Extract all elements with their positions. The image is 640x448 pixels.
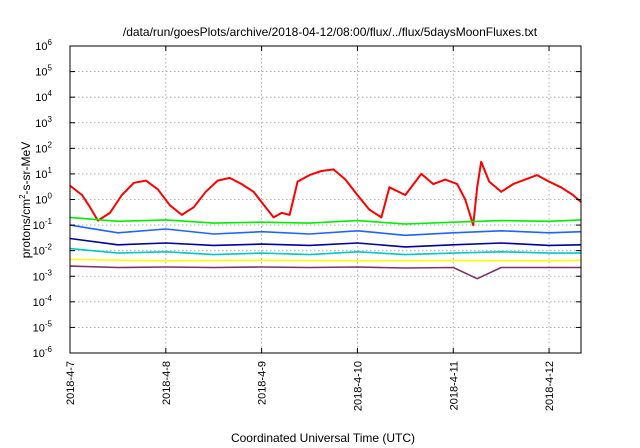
series-line-1 bbox=[69, 160, 582, 227]
series-layer bbox=[69, 160, 582, 280]
grid-layer bbox=[70, 46, 581, 353]
y-tick-label: 10-5 bbox=[33, 319, 53, 334]
series-line-5 bbox=[69, 247, 581, 256]
series-line-7 bbox=[69, 265, 581, 280]
x-tick-label: 2018-4-8 bbox=[161, 361, 173, 405]
y-tick-label: 10-2 bbox=[33, 243, 53, 258]
y-tick-label: 10-3 bbox=[33, 268, 53, 283]
x-tick-label: 2018-4-11 bbox=[448, 361, 460, 410]
series-line-4 bbox=[69, 237, 582, 248]
y-axis-label: protons/cm2-s-sr-MeV bbox=[18, 142, 33, 258]
x-axis-label: Coordinated Universal Time (UTC) bbox=[231, 431, 415, 445]
y-axis-ticks: 10-6 10-5 10-4 10-3 10-2 10-1 100 101 102 103 104 1… bbox=[33, 38, 581, 360]
y-tick-label: 102 bbox=[35, 140, 52, 155]
chart-title: /data/run/goesPlots/archive/2018-04-12/0… bbox=[123, 25, 538, 39]
y-tick-label: 10-1 bbox=[33, 217, 53, 232]
y-tick-label: 106 bbox=[35, 38, 52, 53]
x-tick-label: 2018-4-7 bbox=[65, 361, 77, 405]
series-line-2 bbox=[69, 216, 582, 225]
y-tick-label: 104 bbox=[35, 89, 52, 104]
y-tick-label: 100 bbox=[35, 192, 52, 207]
x-tick-label: 2018-4-12 bbox=[544, 361, 556, 411]
y-tick-label: 105 bbox=[35, 64, 52, 79]
x-axis-ticks: 2018-4-7 2018-4-8 2018-4-9 2018-4-10 2018-4-… bbox=[65, 46, 556, 411]
y-tick-label: 10-6 bbox=[33, 345, 53, 360]
y-tick-label: 103 bbox=[35, 115, 52, 130]
y-tick-label: 10-4 bbox=[33, 294, 53, 309]
x-tick-label: 2018-4-9 bbox=[257, 361, 269, 405]
series-line-6 bbox=[69, 258, 582, 262]
series-line-3 bbox=[69, 224, 582, 237]
x-tick-label: 2018-4-10 bbox=[352, 361, 364, 411]
y-tick-label: 101 bbox=[35, 166, 52, 181]
